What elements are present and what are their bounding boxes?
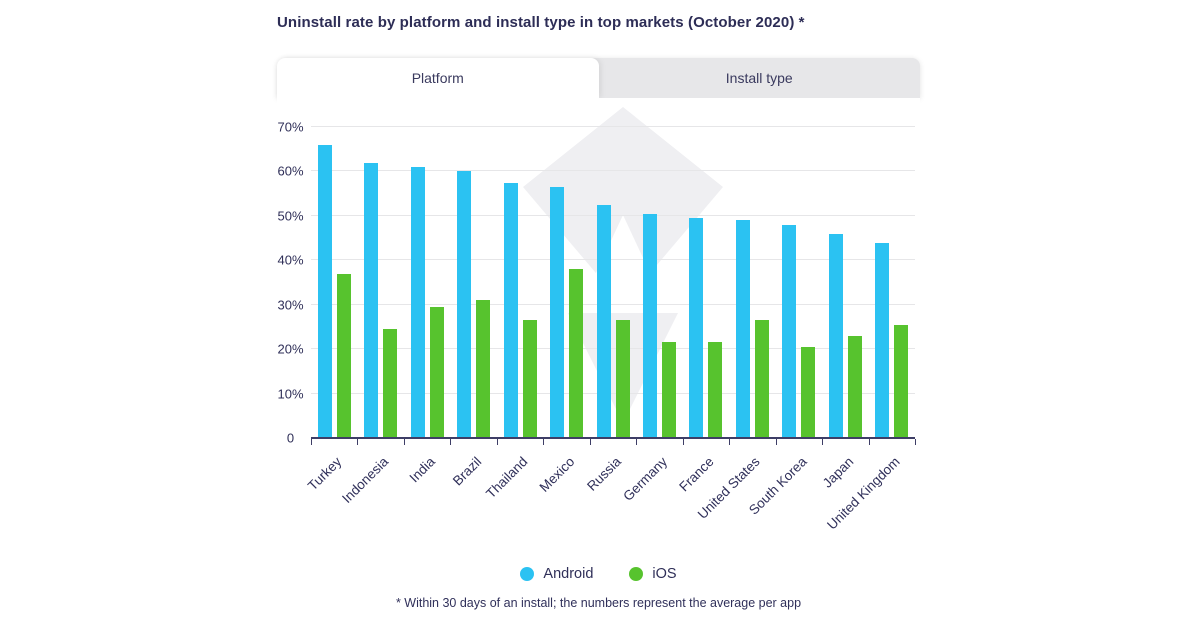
bar-android-brazil bbox=[457, 171, 472, 438]
x-axis-ticks bbox=[311, 438, 916, 446]
gridline-20 bbox=[311, 348, 915, 350]
bar-ios-japan bbox=[847, 335, 862, 438]
axis-tick bbox=[450, 439, 452, 445]
gridline-10 bbox=[311, 392, 915, 394]
bar-group-mexico bbox=[543, 127, 589, 438]
legend-dot-ios-icon bbox=[629, 567, 644, 581]
x-axis-label-brazil: Brazil bbox=[449, 454, 485, 489]
bar-group-germany bbox=[636, 127, 682, 438]
bar-android-russia bbox=[596, 204, 611, 438]
axis-tick bbox=[682, 439, 684, 445]
tab-platform[interactable]: Platform bbox=[277, 58, 599, 98]
y-axis-label-40: 40% bbox=[277, 252, 304, 268]
bar-ios-mexico bbox=[569, 269, 584, 438]
gridline-60 bbox=[311, 170, 915, 172]
legend-label-ios: iOS bbox=[652, 566, 677, 582]
x-axis-label-japan: Japan bbox=[819, 454, 856, 491]
gridline-70 bbox=[311, 126, 915, 127]
gridline-30 bbox=[311, 303, 915, 305]
bar-ios-united-kingdom bbox=[894, 324, 909, 438]
bar-group-france bbox=[683, 127, 729, 438]
bar-group-turkey bbox=[311, 127, 357, 438]
axis-tick bbox=[403, 439, 405, 445]
bar-android-united-states bbox=[735, 220, 750, 438]
x-axis-label-germany: Germany bbox=[620, 454, 671, 504]
gridline-40 bbox=[311, 259, 915, 261]
gridlines bbox=[311, 126, 915, 438]
axis-tick bbox=[915, 439, 916, 445]
axis-tick bbox=[729, 439, 731, 445]
x-axis-label-russia: Russia bbox=[583, 454, 624, 494]
bar-group-thailand bbox=[497, 127, 543, 438]
legend-label-android: Android bbox=[543, 566, 594, 582]
chart-panel: Uninstall rate by platform and install t… bbox=[277, 14, 920, 610]
legend-item-android: Android bbox=[520, 566, 593, 582]
bar-ios-indonesia bbox=[383, 329, 398, 438]
x-axis-label-india: India bbox=[406, 454, 438, 486]
x-axis-line bbox=[311, 437, 915, 439]
bar-series bbox=[311, 127, 915, 438]
bar-ios-india bbox=[429, 306, 444, 438]
y-axis-label-30: 30% bbox=[277, 297, 304, 313]
bar-group-south-korea bbox=[776, 127, 822, 438]
bar-group-india bbox=[404, 127, 450, 438]
y-axis-label-0: 0 bbox=[286, 430, 295, 446]
bar-group-united-states bbox=[729, 127, 775, 438]
bar-android-mexico bbox=[550, 186, 565, 438]
tab-bar: Platform Install type bbox=[277, 58, 920, 98]
bar-android-thailand bbox=[503, 182, 518, 438]
bar-ios-russia bbox=[615, 320, 630, 438]
y-axis-label-70: 70% bbox=[277, 119, 304, 135]
x-axis-label-turkey: Turkey bbox=[305, 454, 345, 494]
footnote: * Within 30 days of an install; the numb… bbox=[395, 596, 802, 610]
bar-android-united-kingdom bbox=[875, 242, 890, 438]
x-axis-label-mexico: Mexico bbox=[536, 454, 578, 495]
plot-area: 0 10% 20% 30% 40% 50% 60% 70% Turkey Indonesia In… bbox=[277, 107, 916, 533]
bar-android-japan bbox=[828, 233, 843, 438]
bar-group-indonesia bbox=[357, 127, 403, 438]
bar-android-germany bbox=[643, 213, 658, 438]
bar-chart: 0 10% 20% 30% 40% 50% 60% 70% Turkey Indonesia In… bbox=[277, 98, 920, 550]
x-axis-label-indonesia: Indonesia bbox=[339, 454, 392, 507]
bar-ios-france bbox=[708, 342, 723, 438]
bar-ios-turkey bbox=[336, 273, 351, 438]
bar-android-south-korea bbox=[782, 224, 797, 438]
x-axis-label-france: France bbox=[676, 454, 717, 495]
bar-ios-thailand bbox=[522, 320, 537, 438]
legend-dot-android-icon bbox=[520, 567, 535, 581]
y-axis-label-20: 20% bbox=[277, 341, 304, 357]
axis-tick bbox=[589, 439, 591, 445]
axis-tick bbox=[775, 439, 777, 445]
bar-ios-south-korea bbox=[801, 346, 816, 438]
axis-tick bbox=[311, 439, 312, 445]
x-axis-label-thailand: Thailand bbox=[483, 454, 531, 502]
bar-android-india bbox=[410, 167, 425, 438]
axis-tick bbox=[543, 439, 545, 445]
legend-item-ios: iOS bbox=[629, 566, 677, 582]
y-axis-label-10: 10% bbox=[277, 386, 304, 402]
bar-android-turkey bbox=[317, 144, 332, 438]
legend: Android iOS bbox=[277, 566, 920, 582]
axis-tick bbox=[822, 439, 824, 445]
chart-title: Uninstall rate by platform and install t… bbox=[277, 14, 805, 31]
x-axis-labels: Turkey Indonesia India Brazil Thailand Mexico… bbox=[305, 438, 915, 550]
y-axis-label-50: 50% bbox=[277, 208, 304, 224]
y-axis-label-60: 60% bbox=[277, 163, 304, 179]
axis-tick bbox=[496, 439, 498, 445]
bar-ios-germany bbox=[662, 342, 677, 438]
bar-group-brazil bbox=[450, 127, 496, 438]
axis-tick bbox=[868, 439, 870, 445]
tab-install-type[interactable]: Install type bbox=[725, 70, 793, 86]
axis-tick bbox=[357, 439, 359, 445]
bar-android-indonesia bbox=[364, 162, 379, 438]
y-axis: 0 10% 20% 30% 40% 50% 60% 70% bbox=[274, 120, 307, 446]
bar-group-russia bbox=[590, 127, 636, 438]
bar-ios-united-states bbox=[754, 320, 769, 438]
axis-tick bbox=[636, 439, 638, 445]
gridline-50 bbox=[311, 214, 915, 216]
bar-ios-brazil bbox=[476, 300, 491, 438]
bar-group-japan bbox=[822, 127, 868, 438]
bar-android-france bbox=[689, 218, 704, 438]
bar-group-united-kingdom bbox=[869, 127, 915, 438]
